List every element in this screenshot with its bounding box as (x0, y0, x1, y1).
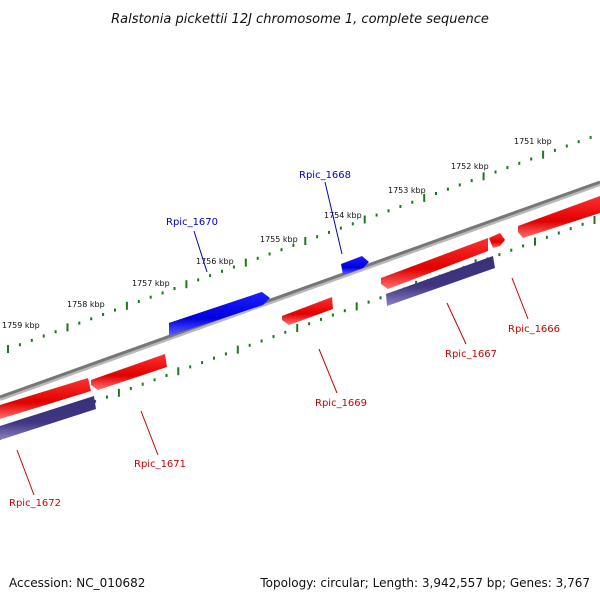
gene-Rpic_1666-part[interactable] (489, 233, 505, 248)
map-title: Ralstonia pickettii 12J chromosome 1, co… (111, 12, 489, 27)
gene-Rpic_1667-rna[interactable] (386, 256, 495, 306)
gene-Rpic_1669[interactable] (282, 297, 333, 325)
chromosome-backbone (0, 180, 600, 399)
gene-label[interactable]: Rpic_1671 (134, 459, 186, 470)
gene-label[interactable]: Rpic_1672 (9, 498, 61, 509)
kbp-label: 1759 kbp (2, 321, 40, 330)
gene-label[interactable]: Rpic_1666 (508, 324, 560, 335)
gene-Rpic_1670[interactable] (169, 292, 270, 336)
scale-labels: 1751 kbp 1752 kbp 1753 kbp 1754 kbp 1755… (2, 137, 552, 330)
gene-label[interactable]: Rpic_1670 (166, 217, 218, 228)
gene-label[interactable]: Rpic_1669 (315, 398, 367, 409)
gene-Rpic_1672-rna[interactable] (0, 396, 96, 440)
kbp-label: 1754 kbp (324, 211, 362, 220)
gene-label[interactable]: Rpic_1667 (445, 349, 497, 360)
gene-Rpic_1667[interactable] (381, 238, 488, 289)
gene-Rpic_1666[interactable] (518, 196, 600, 238)
kbp-label: 1753 kbp (388, 186, 426, 195)
kbp-label: 1757 kbp (132, 279, 170, 288)
kbp-label: 1756 kbp (196, 257, 234, 266)
gene-Rpic_1671[interactable] (91, 354, 167, 390)
kbp-label: 1755 kbp (260, 235, 298, 244)
gene-labels: Rpic_1670 Rpic_1668 Rpic_1666 Rpic_1667 … (9, 170, 560, 509)
kbp-label: 1751 kbp (514, 137, 552, 146)
gene-Rpic_1668[interactable] (341, 256, 369, 275)
kbp-label: 1758 kbp (67, 300, 105, 309)
upper-scale-ticks (7, 135, 592, 353)
topology-summary: Topology: circular; Length: 3,942,557 bp… (259, 576, 590, 590)
backbone-shadow (0, 182, 600, 401)
accession-text: Accession: NC_010682 (9, 576, 145, 590)
kbp-label: 1752 kbp (451, 162, 489, 171)
gene-label[interactable]: Rpic_1668 (299, 170, 351, 181)
gene-Rpic_1672[interactable] (0, 378, 91, 419)
callout-lines (16, 181, 529, 496)
